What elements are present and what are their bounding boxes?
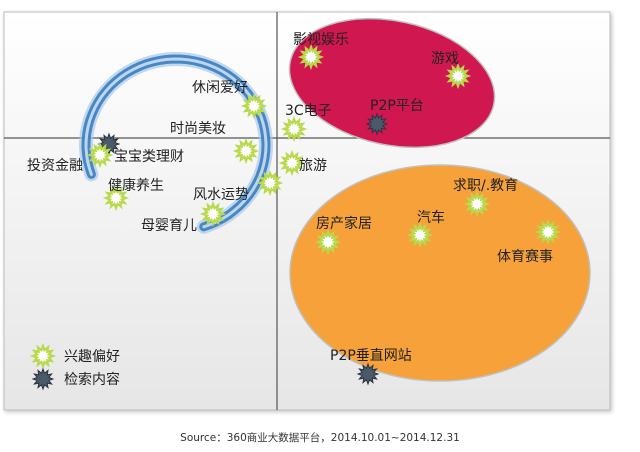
- legend-marker-interest: [29, 342, 57, 370]
- point-label-1: 游戏: [431, 51, 459, 67]
- point-marker-14: [406, 221, 434, 249]
- point-marker-5: [232, 137, 260, 165]
- point-label-11: 母婴育儿: [141, 218, 197, 234]
- cluster-entertainment: [288, 17, 496, 149]
- point-label-14: 汽车: [417, 209, 445, 226]
- source-note: Source：360商业大数据平台，2014.10.01~2014.12.31: [180, 431, 460, 444]
- point-marker-8: [278, 149, 306, 177]
- point-marker-10: [256, 169, 284, 197]
- point-label-16: P2P垂直网站: [330, 347, 412, 364]
- data-points: [86, 43, 562, 386]
- point-marker-12: [463, 190, 491, 218]
- point-marker-9: [102, 184, 130, 212]
- point-label-3: 3C电子: [285, 103, 332, 119]
- point-marker-11: [199, 200, 227, 228]
- point-label-0: 影视娱乐: [293, 32, 349, 48]
- point-label-12: 求职/.教育: [453, 178, 518, 194]
- point-label-7: 投资金融: [27, 158, 83, 174]
- point-marker-13: [314, 228, 342, 256]
- point-label-10: 风水运势: [193, 187, 249, 203]
- point-marker-2: [240, 92, 268, 120]
- point-marker-3: [280, 115, 308, 143]
- point-label-4: P2P平台: [370, 98, 424, 114]
- point-marker-7: [86, 141, 114, 169]
- point-label-2: 休闲爱好: [192, 80, 248, 96]
- point-label-9: 健康养生: [108, 177, 164, 194]
- point-marker-1: [444, 62, 472, 90]
- ring-stroke-2: [84, 57, 268, 229]
- point-marker-16: [356, 362, 380, 386]
- point-label-15: 体育赛事: [497, 249, 553, 265]
- point-label-6: 宝宝类理财: [114, 149, 184, 165]
- legend: 兴趣偏好 检索内容: [29, 342, 120, 391]
- point-marker-0: [297, 43, 325, 71]
- legend-marker-search: [31, 367, 55, 391]
- cluster-lifestyle: [289, 164, 591, 382]
- legend-label-search: 检索内容: [64, 371, 120, 388]
- legend-marker-search-star: [31, 367, 55, 391]
- point-label-13: 房产家居: [316, 215, 372, 232]
- point-label-5: 时尚美妆: [170, 121, 226, 137]
- legend-label-interest: 兴趣偏好: [64, 349, 120, 365]
- point-marker-15: [534, 218, 562, 246]
- cluster-finance-ring: [78, 51, 274, 234]
- point-marker-4: [365, 112, 389, 136]
- point-label-8: 旅游: [299, 158, 327, 174]
- legend-marker-interest-star: [29, 342, 57, 370]
